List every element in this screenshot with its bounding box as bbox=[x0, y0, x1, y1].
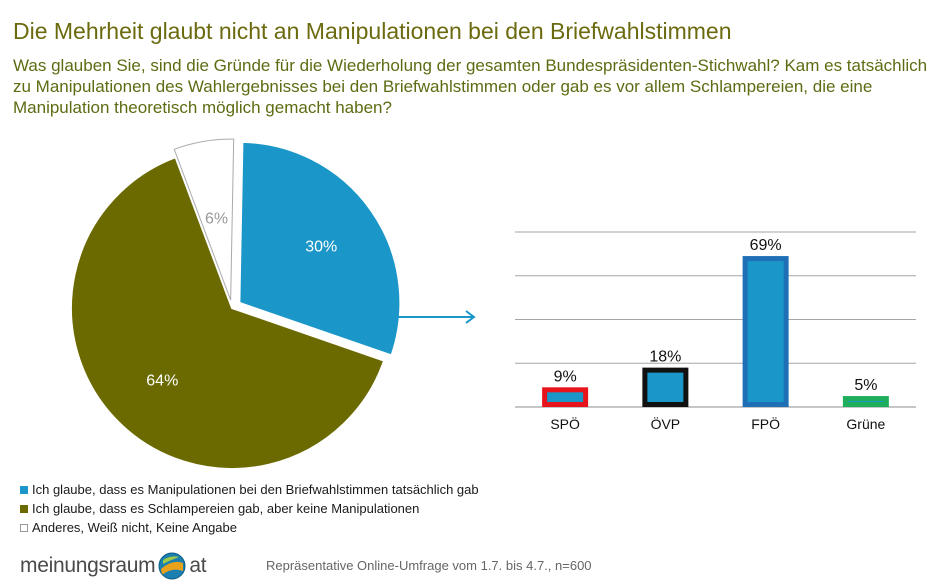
pie-slice-schlampereien bbox=[70, 155, 386, 470]
legend-item-anderes: Anderes, Weiß nicht, Keine Angabe bbox=[20, 518, 720, 537]
legend-swatch bbox=[20, 504, 28, 513]
meinungsraum-logo: meinungsraum at bbox=[20, 550, 207, 582]
source-note: Repräsentative Online-Umfrage vom 1.7. b… bbox=[266, 558, 592, 573]
chart-title: Die Mehrheit glaubt nicht an Manipulatio… bbox=[13, 18, 732, 44]
legend-item-schlampereien: Ich glaube, dass es Schlampereien gab, a… bbox=[20, 499, 720, 518]
pie-slice-anderes bbox=[173, 138, 235, 301]
globe-icon bbox=[158, 552, 186, 580]
legend-label: Ich glaube, dass es Schlampereien gab, a… bbox=[32, 501, 420, 516]
bar-category-label: SPÖ bbox=[550, 415, 580, 432]
bar-value-label: 9% bbox=[554, 368, 577, 385]
pie-slice-manipulation bbox=[238, 140, 402, 357]
bar-övp bbox=[642, 367, 689, 407]
footer: meinungsraum at Repräsentative Online-Um… bbox=[0, 548, 941, 584]
bar-value-label: 5% bbox=[854, 377, 877, 394]
bar-value-label: 18% bbox=[649, 349, 681, 366]
bar-grüne bbox=[842, 396, 889, 407]
bar-spö bbox=[542, 387, 589, 407]
logo-text-left: meinungsraum bbox=[20, 554, 156, 577]
chart-subtitle: Was glauben Sie, sind die Gründe für die… bbox=[13, 56, 928, 117]
legend-label: Ich glaube, dass es Manipulationen bei d… bbox=[32, 482, 479, 497]
pie-label-manipulation: 30% bbox=[305, 239, 337, 256]
legend-item-manipulation: Ich glaube, dass es Manipulationen bei d… bbox=[20, 480, 720, 499]
logo-text-right: at bbox=[189, 554, 207, 577]
legend-swatch bbox=[20, 523, 28, 532]
bar-value-label: 69% bbox=[750, 237, 782, 254]
bar-category-label: FPÖ bbox=[751, 415, 780, 432]
legend: Ich glaube, dass es Manipulationen bei d… bbox=[20, 480, 720, 537]
bar-fpö bbox=[742, 256, 789, 407]
pie-chart: 30% 64% 6% bbox=[70, 138, 402, 470]
bar-category-label: Grüne bbox=[846, 416, 885, 432]
pie-label-anderes: 6% bbox=[205, 211, 228, 228]
legend-label: Anderes, Weiß nicht, Keine Angabe bbox=[32, 520, 237, 535]
charts-canvas: 30% 64% 6% 9% SPÖ 18% ÖVP 69% FPÖ 5% Grüne bbox=[70, 138, 916, 470]
connector-arrow bbox=[398, 310, 476, 324]
bar-chart: 9% SPÖ 18% ÖVP 69% FPÖ 5% Grüne bbox=[515, 231, 916, 432]
legend-swatch bbox=[20, 485, 28, 494]
pie-label-schlampereien: 64% bbox=[146, 372, 178, 389]
bar-category-label: ÖVP bbox=[651, 415, 681, 432]
